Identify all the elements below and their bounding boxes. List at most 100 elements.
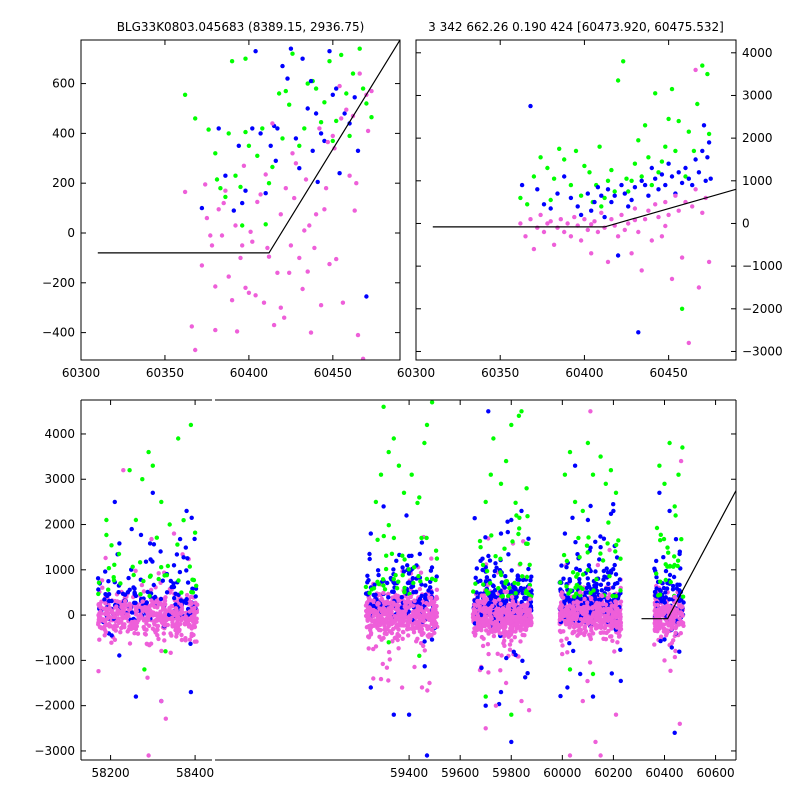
pink-data-point bbox=[403, 603, 408, 608]
green-data-point bbox=[577, 555, 582, 560]
green-data-point bbox=[322, 100, 327, 105]
green-data-point bbox=[406, 567, 411, 572]
green-data-point bbox=[383, 566, 389, 572]
pink-data-point bbox=[318, 303, 324, 308]
green-data-point bbox=[127, 468, 132, 473]
green-data-point bbox=[400, 573, 405, 578]
blue-data-point bbox=[667, 572, 673, 578]
blue-data-point bbox=[315, 179, 320, 185]
green-data-point bbox=[373, 499, 379, 505]
green-data-point bbox=[106, 566, 112, 571]
blue-data-point bbox=[116, 590, 121, 595]
pink-data-point bbox=[564, 636, 569, 641]
blue-data-point bbox=[572, 463, 578, 468]
blue-data-point bbox=[619, 182, 624, 188]
green-data-point bbox=[654, 571, 659, 576]
pink-data-point bbox=[614, 608, 620, 613]
green-data-point bbox=[658, 532, 663, 537]
pink-data-point bbox=[613, 712, 619, 717]
pink-data-point bbox=[409, 626, 415, 631]
pink-data-point bbox=[609, 603, 614, 609]
green-data-point bbox=[429, 576, 435, 581]
pink-data-point bbox=[559, 610, 564, 616]
green-data-point bbox=[182, 92, 188, 98]
pink-data-point bbox=[388, 629, 393, 634]
blue-data-point bbox=[573, 540, 578, 545]
blue-data-point bbox=[334, 86, 339, 91]
pink-data-point bbox=[174, 634, 179, 639]
pink-data-point bbox=[111, 626, 117, 632]
blue-data-point bbox=[561, 576, 566, 581]
pink-data-point bbox=[559, 638, 564, 643]
blue-data-point bbox=[406, 553, 412, 559]
pink-data-point bbox=[278, 305, 283, 310]
blue-data-point bbox=[606, 586, 611, 592]
pink-data-point bbox=[598, 593, 604, 598]
green-data-point bbox=[599, 204, 604, 209]
green-data-point bbox=[206, 127, 211, 132]
blue-data-point bbox=[423, 596, 428, 601]
green-data-point bbox=[668, 579, 673, 585]
green-data-point bbox=[597, 144, 602, 149]
pink-data-point bbox=[258, 192, 263, 197]
green-data-point bbox=[661, 536, 667, 542]
pink-data-point bbox=[223, 188, 228, 193]
green-data-point bbox=[585, 440, 591, 446]
pink-data-point bbox=[609, 217, 614, 222]
blue-data-point bbox=[177, 569, 183, 575]
pink-data-point bbox=[509, 625, 514, 630]
green-data-point bbox=[357, 46, 362, 51]
pink-data-point bbox=[297, 255, 302, 261]
pink-data-point bbox=[434, 594, 439, 600]
blue-data-point bbox=[677, 588, 682, 593]
pink-data-point bbox=[169, 616, 175, 621]
green-data-point bbox=[485, 591, 490, 596]
pink-data-point bbox=[565, 604, 570, 610]
blue-data-point bbox=[584, 585, 590, 591]
pink-data-point bbox=[199, 263, 205, 268]
blue-data-point bbox=[575, 204, 580, 209]
green-data-point bbox=[188, 422, 194, 428]
pink-data-point bbox=[432, 625, 437, 630]
pink-data-point bbox=[144, 616, 149, 621]
pink-data-point bbox=[366, 611, 371, 616]
pink-data-point bbox=[598, 612, 604, 618]
panel-bottom-wide: 58200 58400 59400 59600 59800 60000 60200 60400… bbox=[34, 399, 737, 780]
pink-data-point bbox=[365, 606, 371, 611]
plot-area bbox=[432, 59, 736, 346]
pink-data-point bbox=[639, 268, 644, 273]
pink-data-point bbox=[146, 753, 151, 758]
y-tick-label: −2000 bbox=[34, 699, 75, 713]
pink-data-point bbox=[672, 654, 678, 660]
green-data-point bbox=[568, 588, 573, 593]
pink-data-point bbox=[600, 602, 606, 607]
green-data-point bbox=[567, 667, 573, 672]
green-data-point bbox=[672, 504, 677, 509]
pink-data-point bbox=[430, 615, 435, 620]
green-data-point bbox=[384, 553, 389, 558]
pink-data-point bbox=[524, 616, 529, 621]
y-tick-label: 200 bbox=[52, 176, 75, 190]
green-data-point bbox=[393, 573, 398, 578]
blue-data-point bbox=[352, 95, 357, 100]
pink-data-point bbox=[337, 83, 342, 89]
blue-data-point bbox=[126, 575, 131, 581]
blue-data-point bbox=[473, 575, 478, 580]
green-data-point bbox=[433, 577, 438, 583]
green-data-point bbox=[680, 445, 685, 450]
pink-data-point bbox=[432, 630, 437, 636]
pink-data-point bbox=[402, 599, 408, 605]
blue-data-point bbox=[322, 138, 327, 144]
pink-data-point bbox=[118, 630, 123, 635]
blue-data-point bbox=[258, 131, 263, 136]
green-data-point bbox=[243, 56, 248, 61]
pink-data-point bbox=[664, 631, 670, 636]
blue-data-point bbox=[526, 566, 531, 572]
pink-data-point bbox=[503, 680, 509, 686]
pink-data-point bbox=[376, 617, 381, 623]
blue-data-point bbox=[611, 567, 616, 572]
green-data-point bbox=[516, 581, 521, 586]
blue-data-point bbox=[132, 600, 137, 605]
pink-data-point bbox=[195, 602, 200, 607]
pink-data-point bbox=[626, 221, 631, 226]
